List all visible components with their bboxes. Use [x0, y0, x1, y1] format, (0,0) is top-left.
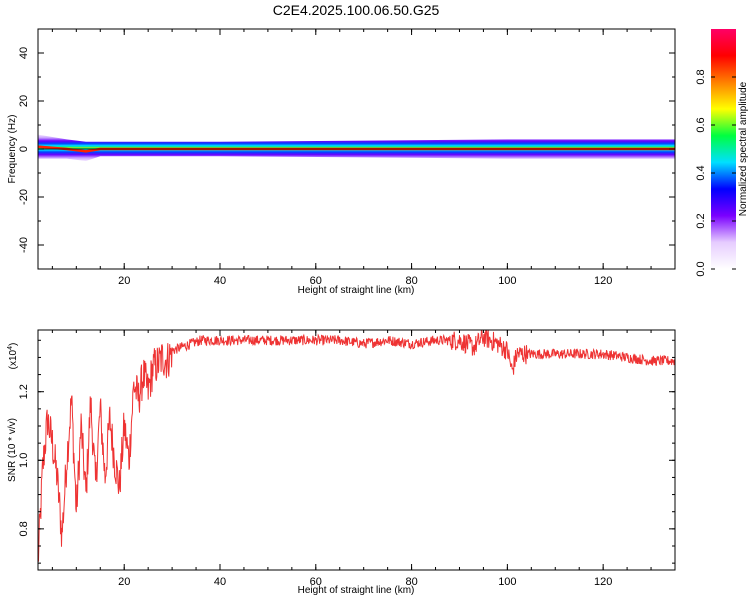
snr-xlabel: Height of straight line (km) [298, 585, 415, 596]
snr-frame [37, 329, 676, 571]
colorbar-tick-label: 0.2 [695, 213, 707, 228]
colorbar-tick-label: 0.4 [695, 165, 707, 180]
spectrogram-ytick-label: 40 [18, 47, 30, 59]
spectrogram-xtick-label: 100 [498, 275, 516, 287]
spectrogram-ytick-label: -40 [18, 237, 30, 253]
snr-xtick-label: 80 [405, 576, 417, 588]
colorbar-tick-label: 0.8 [695, 69, 707, 84]
snr-panel: 20 40 60 80 100 120 0.8 1.0 1.2 Height of strai… [7, 329, 676, 596]
spectrogram-xtick-label: 40 [214, 275, 226, 287]
spectrogram-ytick-label: 20 [18, 95, 30, 107]
snr-xtick-label: 40 [214, 576, 226, 588]
colorbar-gradient [711, 29, 736, 269]
chart-title: C2E4.2025.100.06.50.G25 [273, 2, 440, 18]
spectrogram-ytick-label: 0 [18, 146, 30, 152]
snr-multiplier-text: (x10 [8, 349, 19, 369]
snr-ytick-label: 1.0 [18, 453, 30, 468]
colorbar-tick-label: 0.6 [695, 117, 707, 132]
spectrogram-ytick-label: -20 [18, 189, 30, 205]
snr-ytick-label: 0.8 [18, 521, 30, 536]
svg-text:(x104): (x104) [7, 343, 19, 370]
spectrogram-xtick-label: 60 [310, 275, 322, 287]
snr-multiplier-exp: 4 [7, 346, 14, 350]
colorbar: 0.0 0.2 0.4 0.6 0.8 Normalized spectral ampl… [695, 29, 749, 277]
snr-plot-area [38, 330, 675, 570]
spectrogram-panel: 20 40 60 80 100 120 -40 -20 0 20 40 Height of str… [7, 28, 676, 296]
snr-xtick-label: 60 [310, 576, 322, 588]
spectrogram-xtick-label: 120 [594, 275, 612, 287]
colorbar-tick-label: 0.0 [695, 261, 707, 276]
colorbar-label: Normalized spectral amplitude [738, 81, 749, 216]
snr-xtick-label: 100 [498, 576, 516, 588]
spectrogram-ylabel: Frequency (Hz) [7, 115, 18, 184]
snr-series-line [38, 330, 675, 562]
snr-xtick-label: 20 [118, 576, 130, 588]
spectrogram-xlabel: Height of straight line (km) [298, 285, 415, 296]
snr-multiplier: (x104) [7, 343, 19, 370]
snr-ytick-label: 1.2 [18, 384, 30, 399]
snr-xtick-label: 120 [594, 576, 612, 588]
spectrogram-xtick-label: 80 [405, 275, 417, 287]
snr-ylabel: SNR (10 * v/v) [7, 418, 18, 482]
spectrogram-xtick-label: 20 [118, 275, 130, 287]
